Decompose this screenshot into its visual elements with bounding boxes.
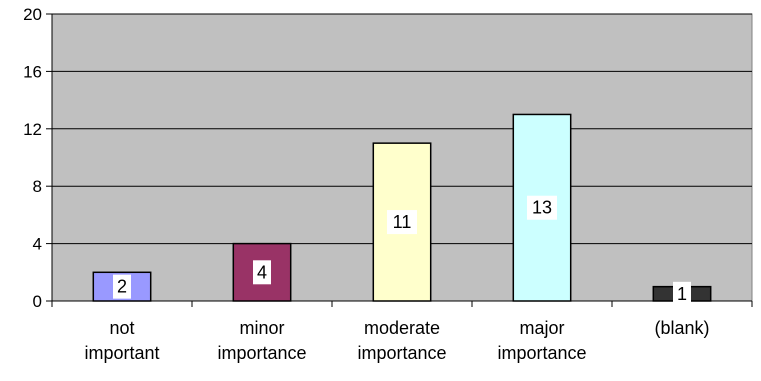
x-category-label: minor [239, 318, 284, 338]
x-category-label: importance [217, 343, 306, 363]
labels: 0481216202notimportant4minorimportance11… [23, 5, 709, 363]
x-category-label: important [84, 343, 159, 363]
y-tick-label: 4 [33, 235, 42, 254]
data-label-box [113, 274, 131, 299]
data-label-box [527, 195, 557, 220]
data-label: 11 [393, 212, 412, 232]
x-category-label: not [109, 318, 134, 338]
data-label-box [253, 260, 271, 285]
y-tick-label: 8 [33, 177, 42, 196]
data-label-box [387, 210, 417, 235]
data-label: 1 [677, 284, 687, 304]
x-category-label: (blank) [654, 318, 709, 338]
x-category-label: importance [357, 343, 446, 363]
y-tick-label: 0 [33, 292, 42, 311]
y-tick-label: 20 [23, 5, 42, 24]
y-tick-label: 16 [23, 62, 42, 81]
x-category-label: importance [497, 343, 586, 363]
data-label-box [673, 281, 691, 306]
axes [46, 13, 753, 307]
x-category-label: moderate [364, 318, 440, 338]
y-tick-label: 12 [23, 120, 42, 139]
data-label: 2 [117, 277, 127, 297]
data-label: 13 [532, 198, 552, 218]
x-category-label: major [519, 318, 564, 338]
data-label: 4 [257, 262, 267, 282]
